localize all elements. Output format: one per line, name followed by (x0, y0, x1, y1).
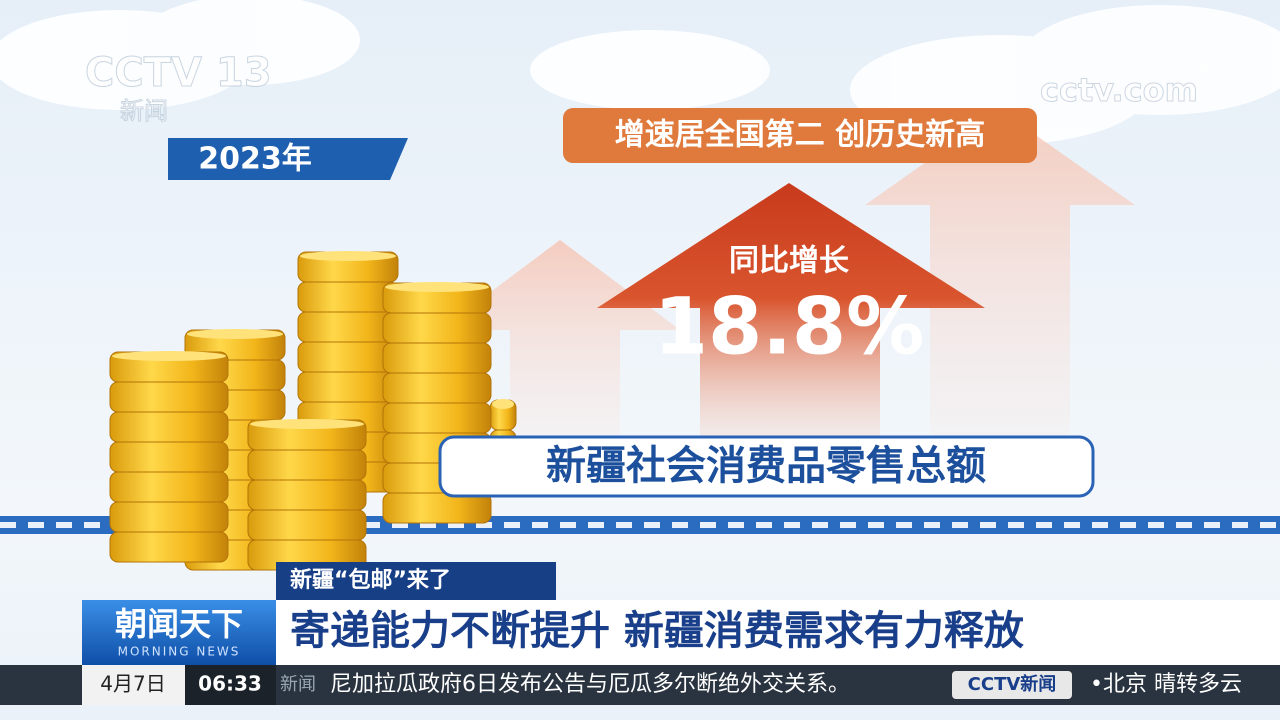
coin (109, 381, 229, 413)
rail-dash (56, 522, 72, 528)
rail-dash (1064, 522, 1080, 528)
subject: 新疆社会消费品零售总额 (546, 443, 986, 489)
coin-top (492, 399, 514, 409)
rail-dash (728, 522, 744, 528)
rail-dash (756, 522, 772, 528)
coin (382, 402, 492, 434)
rail-dash (1036, 522, 1052, 528)
coin-top (300, 251, 396, 261)
channel-name: 新闻 (120, 97, 168, 125)
rail-dash (784, 522, 800, 528)
rail-dash (1176, 522, 1192, 528)
brand-box (952, 671, 1072, 699)
rail-dash (1204, 522, 1220, 528)
rail-dash (868, 522, 884, 528)
weather: •北京 晴转多云 (1090, 672, 1242, 697)
date-box (82, 665, 185, 705)
time-box (185, 665, 276, 705)
coin (247, 479, 367, 511)
rail-dash (672, 522, 688, 528)
rail-dash (812, 522, 828, 528)
clouds (0, 0, 1280, 145)
brand: CCTV新闻 (968, 673, 1057, 695)
subject-box (438, 435, 1095, 498)
headline: 增速居全国第二 创历史新高 (615, 118, 985, 153)
coin (382, 372, 492, 404)
program-name: 朝闻天下 (115, 605, 243, 643)
rail-dash (1148, 522, 1164, 528)
rail-dash (364, 522, 380, 528)
rail-dash (392, 522, 408, 528)
rail-dash (1120, 522, 1136, 528)
watermark: 央视网 cctv.com (1040, 64, 1213, 110)
rail-dash (420, 522, 436, 528)
rail-dash (0, 522, 16, 528)
rail-dash (1260, 522, 1276, 528)
year-box (168, 138, 408, 180)
coin-top (112, 351, 226, 361)
rail-dash (980, 522, 996, 528)
rail-dash (1008, 522, 1024, 528)
coin-top (187, 329, 283, 339)
rail-dash (476, 522, 492, 528)
coin (247, 449, 367, 481)
coin (109, 531, 229, 563)
date: 4月7日 (100, 672, 165, 696)
ticker-text: 尼加拉瓜政府6日发布公告与厄瓜多尔断绝外交关系。 (330, 672, 850, 697)
rail-dash (896, 522, 912, 528)
rail-dash (588, 522, 604, 528)
coin (109, 441, 229, 473)
rail-dash (448, 522, 464, 528)
tag: 新疆“包邮”来了 (290, 567, 451, 593)
channel: CCTV 13 (85, 50, 272, 96)
watermark-url: cctv.com (1040, 71, 1198, 109)
coin-top (385, 282, 489, 292)
growth-label: 同比增长 (729, 244, 849, 279)
coin (109, 501, 229, 533)
rail-dash (644, 522, 660, 528)
year: 2023年 (198, 142, 312, 177)
coin-top (250, 419, 364, 429)
rail-dash (952, 522, 968, 528)
coin (382, 312, 492, 344)
coin (382, 342, 492, 374)
growth-value: 18.8% (654, 282, 925, 372)
title-bar (276, 600, 1280, 665)
time: 06:33 (198, 672, 262, 696)
rail-dash (560, 522, 576, 528)
program-english: MORNING NEWS (118, 645, 241, 659)
growth-arrow (597, 183, 985, 440)
rail-dash (840, 522, 856, 528)
rail-dash (1232, 522, 1248, 528)
coin (109, 411, 229, 443)
ghost-arrow (440, 240, 680, 440)
tag-box (276, 562, 556, 600)
program-box (82, 600, 276, 665)
rail-dash (84, 522, 100, 528)
rail-dash (616, 522, 632, 528)
rail-dash (532, 522, 548, 528)
title: 寄递能力不断提升 新疆消费需求有力释放 (290, 608, 1024, 654)
rail-dash (504, 522, 520, 528)
coin (247, 509, 367, 541)
rail-dash (1092, 522, 1108, 528)
rail-dash (924, 522, 940, 528)
rail-dash (28, 522, 44, 528)
ticker-source: 新闻 (280, 674, 316, 695)
headline-box (563, 108, 1037, 163)
channel-logo: CCTV 13 新闻 (85, 50, 273, 126)
watermark-site: 央视网 (1170, 64, 1212, 80)
coin (109, 471, 229, 503)
rail-dash (700, 522, 716, 528)
ghost-arrow (865, 110, 1135, 440)
